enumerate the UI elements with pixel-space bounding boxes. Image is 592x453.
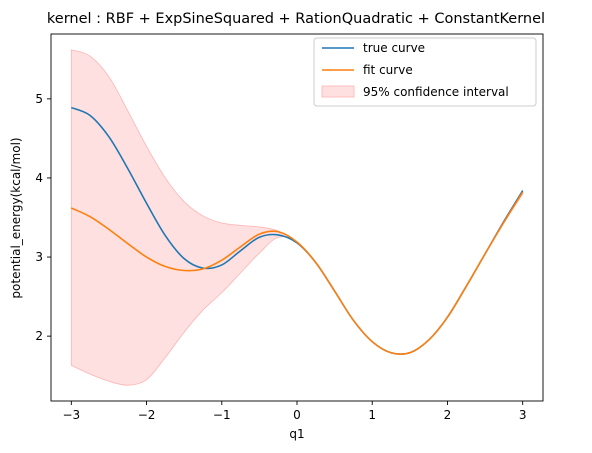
legend-box <box>313 37 537 107</box>
confidence-interval-band <box>70 49 524 386</box>
x-axis: −3 −2 −1 0 1 2 3 <box>62 401 527 422</box>
legend-true-curve-label: true curve <box>363 41 425 55</box>
legend: true curve fit curve 95% confidence inte… <box>313 37 537 107</box>
legend-confidence-interval-label: 95% confidence interval <box>363 85 509 99</box>
legend-confidence-interval-swatch <box>321 85 355 98</box>
y-axis-title: potential_energy(kcal/mol) <box>9 137 23 298</box>
x-tick-label: 1 <box>368 408 376 422</box>
y-tick-label: 4 <box>35 171 43 185</box>
x-tick-label: 3 <box>519 408 527 422</box>
y-tick-label: 3 <box>35 250 43 264</box>
legend-fit-curve-label: fit curve <box>363 63 413 77</box>
y-tick-label: 5 <box>35 92 43 106</box>
y-tick-label: 2 <box>35 329 43 343</box>
x-axis-title: q1 <box>289 427 304 441</box>
plot-area <box>70 49 524 386</box>
fit-curve-line <box>70 191 524 356</box>
y-axis: 2 3 4 5 <box>35 92 51 343</box>
x-tick-label: 0 <box>293 408 301 422</box>
x-tick-label: −1 <box>213 408 231 422</box>
x-tick-label: 2 <box>444 408 452 422</box>
chart-title: kernel : RBF + ExpSineSquared + RationQu… <box>47 11 545 27</box>
x-tick-label: −3 <box>62 408 80 422</box>
x-tick-label: −2 <box>138 408 156 422</box>
